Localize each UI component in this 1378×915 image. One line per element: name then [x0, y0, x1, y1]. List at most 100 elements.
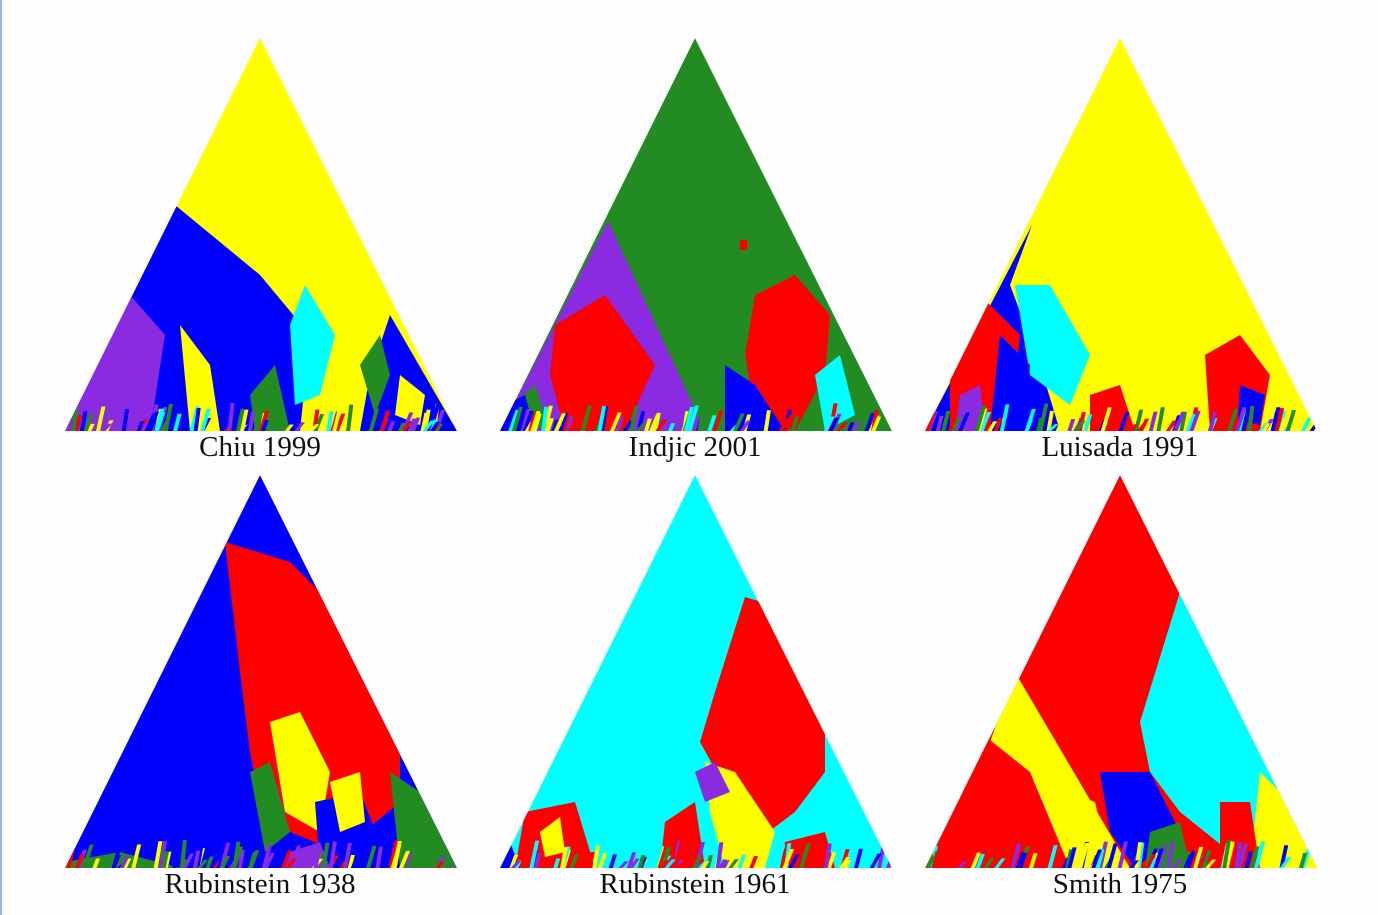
noise-stripe — [343, 842, 352, 868]
noise-stripe — [926, 855, 936, 868]
noise-stripe — [237, 849, 245, 868]
noise-stripe — [74, 854, 85, 868]
noise-stripe — [1234, 407, 1247, 431]
noise-stripe — [1047, 424, 1059, 431]
noise-stripe — [1201, 850, 1212, 868]
noise-stripe — [618, 861, 629, 868]
noise-stripe — [520, 408, 531, 431]
noise-stripe — [366, 845, 377, 868]
noise-stripe — [788, 854, 800, 868]
noise-stripe — [1074, 420, 1086, 431]
triangle-plot-smith-1975 — [925, 475, 1317, 868]
noise-stripe — [399, 850, 411, 868]
noise-stripe — [87, 423, 95, 431]
noise-stripe — [510, 860, 522, 868]
color-region — [1015, 285, 1090, 405]
noise-stripe — [1274, 408, 1285, 431]
color-region — [290, 285, 335, 405]
color-region — [695, 762, 730, 802]
noise-stripe — [1189, 410, 1201, 431]
noise-stripe — [925, 412, 936, 431]
noise-stripe — [958, 412, 970, 431]
noise-stripe — [560, 847, 568, 868]
noise-stripe — [649, 414, 660, 431]
noise-stripe — [509, 854, 519, 868]
noise-stripe — [608, 854, 617, 868]
noise-stripe — [941, 410, 951, 431]
noise-stripe — [197, 859, 209, 868]
noise-stripe — [312, 409, 320, 431]
noise-stripe — [1055, 415, 1066, 431]
noise-stripe — [121, 408, 130, 431]
noise-stripe — [728, 859, 739, 868]
noise-stripe — [235, 408, 245, 431]
noise-stripe — [240, 409, 249, 431]
noise-stripe — [193, 407, 201, 431]
noise-stripe — [511, 406, 523, 431]
noise-stripe — [247, 411, 256, 431]
noise-stripe — [636, 411, 646, 431]
noise-stripe — [700, 861, 710, 868]
noise-stripe — [553, 858, 561, 868]
color-region — [740, 240, 747, 250]
caption-rubinstein-1961: Rubinstein 1961 — [599, 868, 791, 900]
color-region — [65, 295, 165, 431]
noise-stripe — [522, 411, 534, 431]
noise-stripe — [1241, 409, 1251, 431]
noise-stripe — [434, 423, 443, 431]
noise-stripe — [683, 407, 694, 431]
noise-stripe — [144, 413, 157, 431]
noise-stripe — [983, 858, 995, 868]
noise-stripe — [205, 856, 214, 868]
noise-stripe — [1136, 422, 1148, 431]
noise-stripe — [1234, 842, 1243, 868]
noise-stripe — [653, 412, 661, 431]
triangle-plot-rubinstein-1938 — [65, 475, 457, 868]
noise-stripe — [823, 416, 835, 431]
noise-stripe — [153, 841, 163, 868]
noise-stripe — [622, 420, 634, 431]
noise-stripe — [309, 424, 320, 431]
noise-stripe — [136, 421, 145, 431]
noise-stripe — [637, 854, 646, 868]
noise-stripe — [994, 858, 1006, 868]
noise-stripe — [673, 842, 684, 868]
noise-stripe — [1249, 846, 1260, 868]
noise-stripe — [407, 418, 417, 431]
caption-chiu-1999: Chiu 1999 — [199, 431, 321, 463]
triangle-fill-group — [925, 475, 1317, 868]
noise-stripe — [886, 848, 892, 868]
noise-stripe — [592, 845, 600, 868]
noise-stripe — [569, 854, 579, 868]
panel-rubinstein-1961: Rubinstein 1961 — [495, 472, 895, 912]
panel-indjic-2001: Indjic 2001 — [495, 35, 895, 475]
noise-stripe — [999, 404, 1010, 431]
noise-stripe — [987, 421, 998, 431]
noise-stripe — [334, 413, 346, 431]
color-region — [65, 852, 180, 868]
color-region — [180, 325, 220, 431]
noise-stripe — [392, 841, 402, 868]
noise-stripe — [1185, 414, 1197, 431]
noise-stripe — [349, 413, 360, 431]
noise-stripe — [248, 850, 260, 868]
noise-stripe — [664, 859, 676, 868]
noise-stripe — [597, 853, 608, 868]
noise-stripe — [347, 854, 355, 868]
noise-stripe — [444, 860, 456, 868]
noise-stripe — [798, 843, 811, 868]
noise-stripe — [864, 412, 876, 431]
noise-stripe — [567, 421, 579, 431]
noise-stripe — [558, 413, 569, 431]
noise-stripe — [1010, 843, 1021, 868]
noise-stripe — [1279, 857, 1292, 868]
noise-stripe — [974, 405, 987, 431]
noise-stripe — [122, 858, 132, 868]
noise-stripe — [71, 408, 79, 431]
triangle-plot-indjic-2001 — [500, 38, 892, 431]
noise-stripe — [294, 422, 306, 431]
color-region — [250, 762, 290, 852]
triangle-plot-luisada-1991 — [925, 38, 1317, 431]
noise-stripe — [843, 860, 851, 868]
noise-stripe — [610, 412, 622, 431]
